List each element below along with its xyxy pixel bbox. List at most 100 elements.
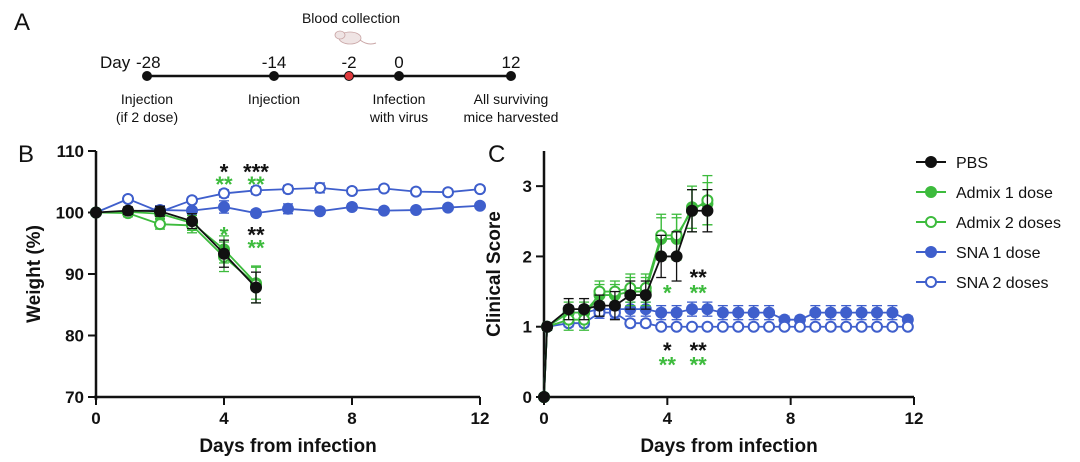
timeline-day-tick: -14: [262, 53, 287, 72]
y-tick-label: 80: [65, 327, 84, 346]
x-tick-label: 0: [91, 409, 100, 428]
data-point: [855, 306, 868, 319]
significance-marker: **: [247, 172, 265, 197]
legend-label: SNA 1 dose: [956, 245, 1041, 262]
series-sna-1-dose: [90, 199, 486, 220]
data-point: [686, 204, 698, 217]
data-point: [670, 320, 683, 333]
timeline-caption: All surviving: [474, 91, 549, 107]
legend-swatch-marker: [925, 186, 937, 198]
x-axis-label: Days from infection: [199, 436, 376, 457]
x-tick-label: 8: [786, 409, 795, 428]
data-point: [639, 317, 652, 330]
data-point: [314, 205, 326, 218]
x-tick-label: 12: [905, 409, 924, 428]
data-point: [840, 306, 853, 319]
series-line: [95, 210, 257, 284]
data-point: [608, 299, 621, 312]
series-admix-1-dose: [90, 205, 262, 300]
data-point: [378, 182, 390, 195]
significance-marker: ***: [243, 160, 269, 185]
legend-label: Admix 1 dose: [956, 185, 1053, 202]
data-point: [901, 320, 914, 333]
data-point: [793, 320, 806, 333]
data-point: [410, 204, 422, 217]
data-point: [686, 320, 698, 333]
legend-item-admix-2-doses: Admix 2 doses: [916, 215, 1061, 232]
significance-marker: **: [247, 235, 265, 260]
data-point: [686, 303, 698, 316]
timeline-caption: mice harvested: [464, 109, 559, 125]
data-point: [474, 199, 486, 212]
data-point: [186, 215, 198, 228]
timeline-point: [394, 71, 404, 81]
legend-swatch-marker: [925, 156, 937, 168]
data-point: [701, 204, 714, 217]
data-point: [701, 303, 714, 316]
timeline-point: [142, 71, 152, 81]
data-point: [314, 181, 326, 194]
x-axis-label: Days from infection: [640, 436, 817, 457]
y-tick-label: 100: [56, 204, 84, 223]
significance-marker: **: [215, 172, 233, 197]
data-point: [732, 306, 745, 319]
data-point: [871, 306, 883, 319]
series-admix-2-doses: [90, 206, 262, 304]
series-sna-1-dose: [538, 301, 914, 403]
data-point: [410, 185, 422, 198]
legend-item-admix-1-dose: Admix 1 dose: [916, 185, 1053, 202]
blood-collection-label: Blood collection: [302, 10, 400, 26]
y-tick-label: 110: [57, 142, 84, 161]
data-point: [378, 204, 390, 217]
data-point: [716, 320, 729, 333]
legend-label: SNA 2 doses: [956, 275, 1049, 292]
data-point: [218, 187, 230, 200]
data-point: [809, 306, 822, 319]
significance-marker: **: [659, 352, 677, 377]
data-point: [886, 306, 899, 319]
mouse-icon: [334, 30, 377, 45]
data-point: [778, 320, 791, 333]
data-point: [655, 250, 668, 263]
data-point: [346, 184, 358, 197]
panel-label-b: B: [18, 141, 34, 168]
x-tick-label: 4: [219, 409, 229, 428]
timeline-caption: with virus: [369, 109, 428, 125]
data-point: [855, 320, 868, 333]
data-point: [763, 306, 776, 319]
data-point: [442, 201, 454, 214]
data-point: [716, 306, 729, 319]
series-line: [95, 211, 257, 286]
data-point: [346, 200, 358, 213]
significance-marker: **: [690, 281, 708, 306]
timeline-point: [344, 71, 354, 81]
timeline-caption: Injection: [248, 91, 300, 107]
data-point: [154, 205, 166, 218]
data-point: [824, 320, 837, 333]
data-point: [122, 192, 134, 205]
timeline-day-tick: 0: [394, 53, 403, 72]
significance-marker: **: [690, 338, 708, 363]
x-tick-label: 0: [539, 409, 548, 428]
x-tick-label: 8: [347, 409, 356, 428]
data-point: [250, 281, 262, 294]
data-point: [578, 303, 591, 316]
y-tick-label: 70: [65, 388, 84, 407]
timeline-day-tick: 12: [502, 53, 521, 72]
legend-item-pbs: PBS: [916, 155, 988, 172]
timeline-caption: Injection: [121, 91, 173, 107]
series-sna-2-doses: [538, 306, 914, 403]
data-point: [282, 183, 294, 196]
significance-marker: **: [690, 265, 708, 290]
data-point: [593, 299, 606, 312]
significance-marker: *: [663, 281, 672, 306]
legend-swatch-marker: [925, 276, 937, 288]
legend-swatch-marker: [925, 216, 937, 228]
significance-marker: *: [220, 160, 229, 185]
significance-marker: **: [690, 352, 708, 377]
timeline-day-tick: -28: [136, 53, 161, 72]
data-point: [474, 183, 486, 196]
timeline-caption: (if 2 dose): [116, 109, 178, 125]
y-tick-label: 90: [65, 265, 84, 284]
timeline-day-tick: -2: [341, 53, 356, 72]
